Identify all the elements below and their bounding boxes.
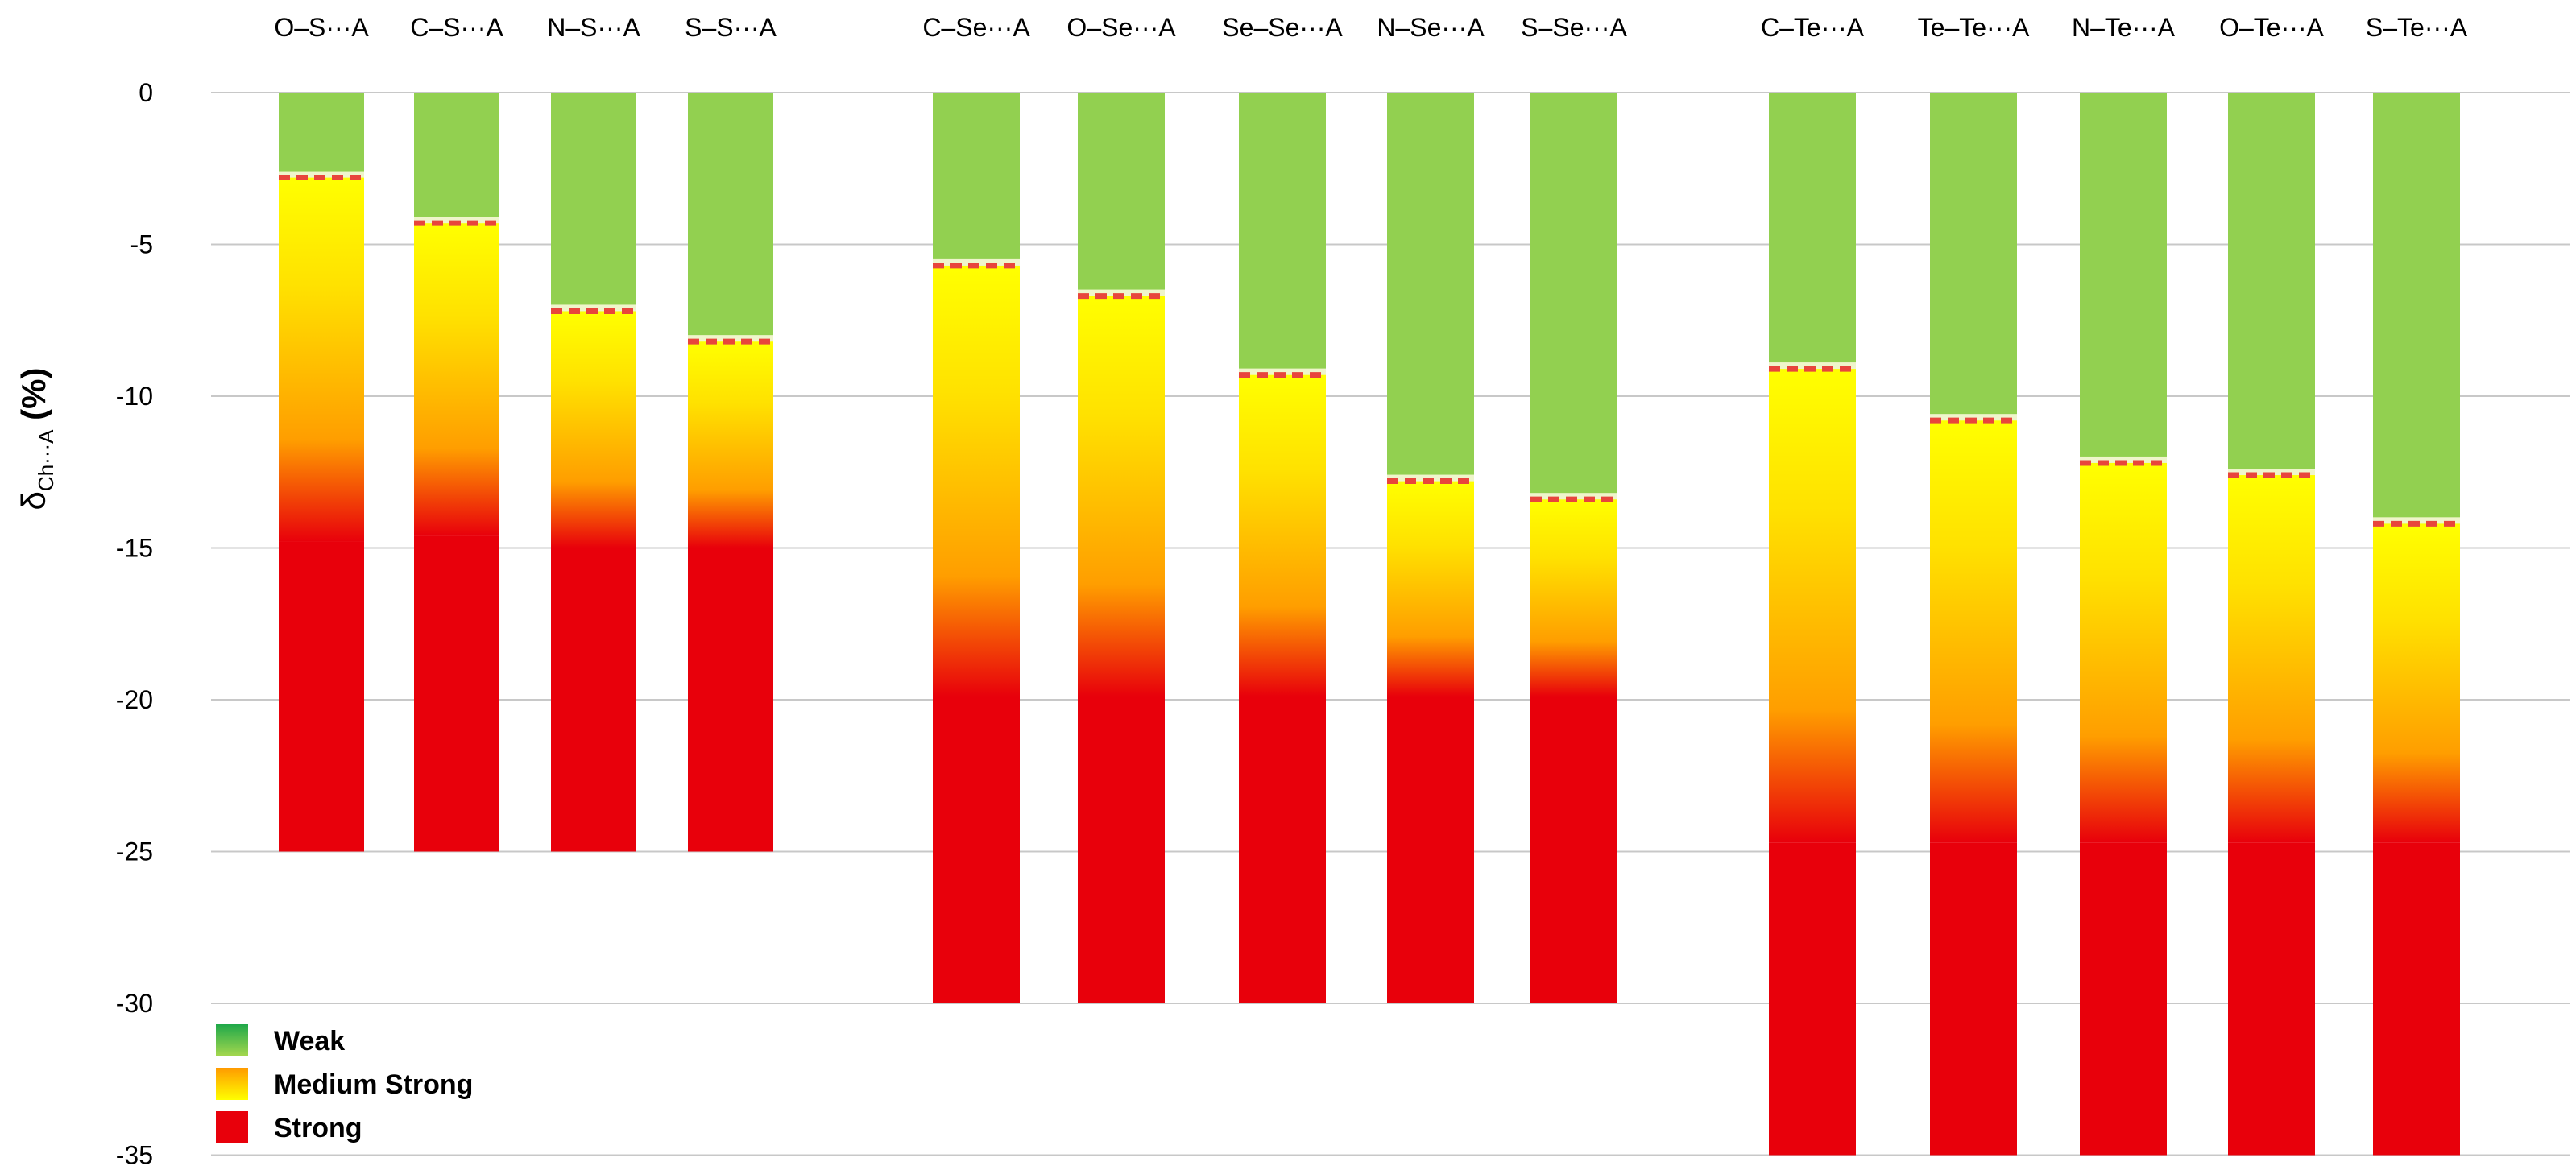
legend-swatch-weak	[216, 1024, 248, 1056]
y-axis-label: δCh···A (%)	[14, 368, 58, 511]
bar-strong-segment	[933, 697, 1020, 1003]
bar-threshold-band	[1078, 289, 1165, 296]
category-label: C–S···A	[410, 13, 503, 42]
bar-weak-segment	[1239, 93, 1326, 375]
bar-strong-segment	[1078, 697, 1165, 1003]
bar-medium-strong-segment	[2373, 523, 2460, 843]
bar-strong-segment	[688, 548, 773, 852]
bar-medium-strong-segment	[414, 223, 499, 536]
y-axis-label-symbol: δ	[14, 491, 52, 510]
bar-medium-strong-segment	[933, 265, 1020, 697]
bar-weak-segment	[1387, 93, 1474, 482]
bar-strong-segment	[551, 548, 636, 852]
bar-strong-segment	[2373, 842, 2460, 1156]
bar-strong-segment	[1387, 697, 1474, 1003]
bar-weak-segment	[2373, 93, 2460, 524]
bar-threshold-band	[551, 304, 636, 312]
bar-threshold-band	[1769, 362, 1856, 370]
bar-strong-segment	[1530, 697, 1617, 1003]
bar-weak-segment	[1078, 93, 1165, 296]
bars	[279, 93, 2460, 1156]
bar-medium-strong-segment	[688, 341, 773, 548]
bar-strong-segment	[1769, 842, 1856, 1156]
bar-medium-strong-segment	[1769, 369, 1856, 843]
bar-weak-segment	[2080, 93, 2167, 463]
bar-strong-segment	[1239, 697, 1326, 1003]
bar-threshold-band	[2228, 469, 2315, 476]
bar-strong-segment	[414, 535, 499, 852]
y-tick-label: 0	[139, 78, 153, 107]
bar-threshold-band	[2373, 517, 2460, 524]
category-label: O–S···A	[274, 13, 369, 42]
bar-threshold-band	[688, 335, 773, 342]
bar-threshold-band	[1530, 493, 1617, 500]
bar-strong-segment	[2228, 842, 2315, 1156]
category-label: O–Se···A	[1066, 13, 1176, 42]
bar-threshold-band	[1387, 474, 1474, 482]
y-axis-ticks: 0 -5 -10 -15 -20 -25 -30 -35	[116, 78, 153, 1170]
bar-threshold-band	[1930, 414, 2017, 421]
bar-threshold-band	[1239, 368, 1326, 375]
category-label: C–Se···A	[922, 13, 1030, 42]
category-label: N–Se···A	[1377, 13, 1485, 42]
y-tick-label: -10	[116, 382, 153, 411]
bar-weak-segment	[933, 93, 1020, 266]
bar-weak-segment	[1530, 93, 1617, 500]
y-tick-label: -35	[116, 1141, 153, 1170]
bar-weak-segment	[414, 93, 499, 224]
y-tick-label: -25	[116, 837, 153, 866]
y-axis-label-unit: (%)	[14, 368, 52, 420]
category-label: N–S···A	[547, 13, 640, 42]
legend-swatch-medium-strong	[216, 1068, 248, 1100]
bar-threshold-band	[414, 217, 499, 224]
bar-medium-strong-segment	[1930, 420, 2017, 843]
bar-medium-strong-segment	[2228, 475, 2315, 843]
bar-threshold-band	[279, 171, 364, 178]
y-axis-label-subscript: Ch···A	[34, 429, 58, 491]
category-label: C–Te···A	[1761, 13, 1865, 42]
bar-strong-segment	[279, 541, 364, 852]
bar-medium-strong-segment	[2080, 462, 2167, 843]
legend-label-medium-strong: Medium Strong	[274, 1069, 473, 1100]
bar-strong-segment	[2080, 842, 2167, 1156]
category-label: S–Se···A	[1521, 13, 1627, 42]
bar-weak-segment	[688, 93, 773, 342]
y-tick-label: -15	[116, 534, 153, 563]
legend-label-weak: Weak	[274, 1026, 345, 1056]
bar-medium-strong-segment	[1530, 499, 1617, 697]
bar-weak-segment	[1930, 93, 2017, 421]
y-tick-label: -5	[130, 230, 153, 259]
bar-medium-strong-segment	[279, 177, 364, 542]
svg-text:δCh···A (%): δCh···A (%)	[14, 368, 58, 511]
category-label: Te–Te···A	[1918, 13, 2030, 42]
bar-medium-strong-segment	[1078, 296, 1165, 697]
bar-weak-segment	[1769, 93, 1856, 370]
bar-threshold-band	[2080, 456, 2167, 463]
bar-threshold-band	[933, 258, 1020, 266]
category-label: N–Te···A	[2072, 13, 2176, 42]
bar-weak-segment	[279, 93, 364, 178]
legend: Weak Medium Strong Strong	[216, 1024, 473, 1143]
category-labels: O–S···A C–S···A N–S···A S–S···A C–Se···A O–Se…	[274, 13, 2467, 42]
category-label: S–S···A	[685, 13, 777, 42]
y-tick-label: -30	[116, 989, 153, 1018]
legend-swatch-strong	[216, 1111, 248, 1143]
bar-weak-segment	[2228, 93, 2315, 476]
bar-medium-strong-segment	[551, 311, 636, 548]
category-label: S–Te···A	[2366, 13, 2468, 42]
legend-label-strong: Strong	[274, 1113, 362, 1143]
category-label: Se–Se···A	[1222, 13, 1343, 42]
y-tick-label: -20	[116, 685, 153, 714]
bar-strong-segment	[1930, 842, 2017, 1156]
bar-medium-strong-segment	[1239, 374, 1326, 697]
category-label: O–Te···A	[2219, 13, 2324, 42]
bar-weak-segment	[551, 93, 636, 312]
bar-medium-strong-segment	[1387, 481, 1474, 697]
